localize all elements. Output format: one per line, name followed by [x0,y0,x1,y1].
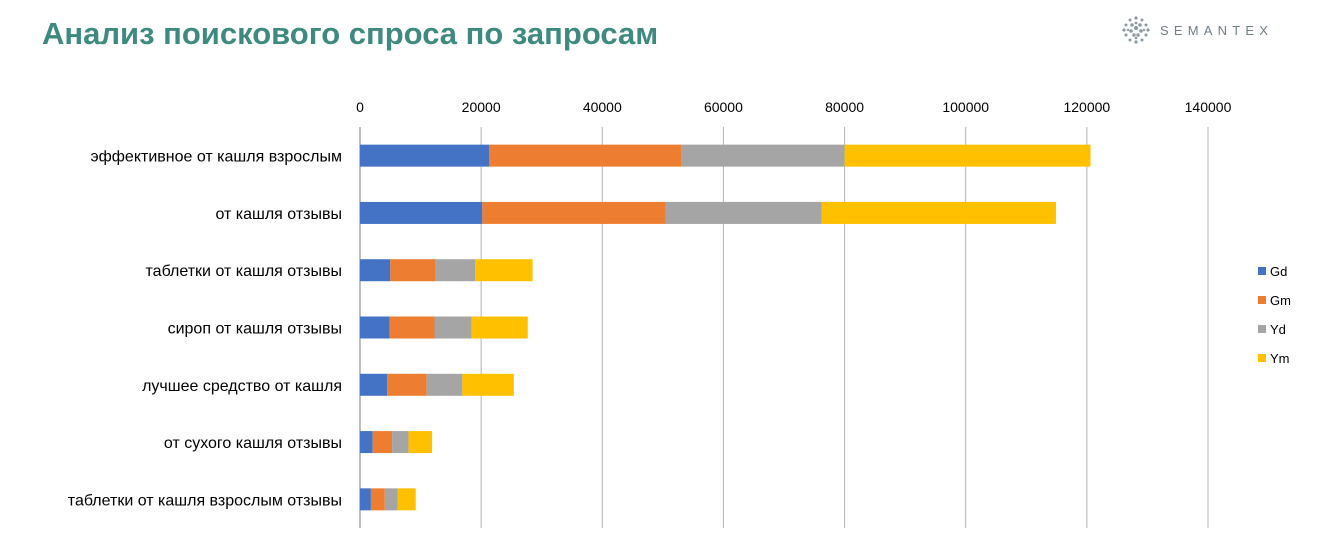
bar-segment-gm [370,488,385,511]
bar-segment-yd [384,488,398,511]
bar-segment-yd [426,373,463,396]
bar-segment-gd [360,144,490,167]
x-tick-label: 60000 [704,99,743,115]
category-label: лучшее средство от кашля [142,378,342,395]
category-label: сироп от кашля отзывы [168,321,342,338]
bar-segment-ym [462,373,514,396]
bar-segment-gm [372,431,393,454]
category-label: от кашля отзывы [215,206,342,223]
x-tick-label: 0 [356,99,364,115]
bar-segment-gd [360,431,373,454]
category-label: от сухого кашля отзывы [164,435,342,452]
legend-label: Gd [1270,264,1287,279]
bar-segment-gd [360,201,483,224]
legend-swatch [1258,267,1266,275]
legend-swatch [1258,296,1266,304]
x-tick-label: 100000 [942,99,989,115]
logo-dots-icon [1122,16,1150,44]
bar-segment-gd [360,488,371,511]
bar-segment-yd [435,259,476,282]
bar-segment-ym [821,201,1056,224]
category-label: таблетки от кашля взрослым отзывы [68,492,342,509]
bar-segment-ym [471,316,528,339]
bar-segment-ym [408,431,433,454]
logo-text: SEMANTEX [1160,22,1274,38]
page-title: Анализ поискового спроса по запросам [42,16,659,51]
bar-segment-yd [681,144,845,167]
bar-segment-gm [482,201,666,224]
legend-label: Gm [1270,293,1291,308]
x-tick-label: 80000 [825,99,864,115]
category-label: таблетки от кашля отзывы [146,263,342,280]
bar-segment-gm [387,373,427,396]
bar-segment-yd [434,316,472,339]
bar-segment-yd [392,431,409,454]
bar-segment-gd [360,316,390,339]
bar-segment-ym [844,144,1091,167]
bar-segment-gm [390,259,436,282]
x-tick-label: 120000 [1063,99,1110,115]
x-tick-label: 140000 [1185,99,1232,115]
bar-segment-gd [360,259,391,282]
bar-segment-yd [665,201,822,224]
semantex-logo: SEMANTEX [1120,14,1273,46]
legend-swatch [1258,325,1266,333]
bar-segment-gm [389,316,435,339]
legend-label: Yd [1270,322,1286,337]
legend-label: Ym [1270,351,1290,366]
legend-swatch [1258,354,1266,362]
category-label: эффективное от кашля взрослым [90,149,342,166]
bar-segment-ym [397,488,416,511]
x-tick-label: 20000 [462,99,501,115]
bar-segment-ym [475,259,533,282]
bar-segment-gm [489,144,682,167]
x-tick-label: 40000 [583,99,622,115]
bar-segment-gd [360,373,388,396]
